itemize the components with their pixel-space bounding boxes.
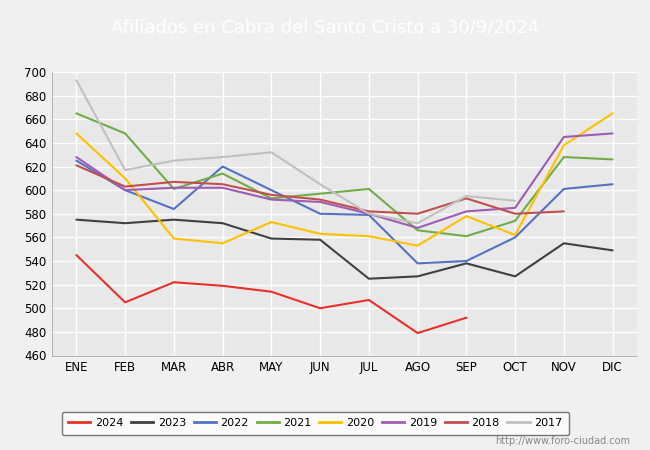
Text: Afiliados en Cabra del Santo Cristo a 30/9/2024: Afiliados en Cabra del Santo Cristo a 30… <box>111 18 539 36</box>
Text: http://www.foro-ciudad.com: http://www.foro-ciudad.com <box>495 436 630 446</box>
Legend: 2024, 2023, 2022, 2021, 2020, 2019, 2018, 2017: 2024, 2023, 2022, 2021, 2020, 2019, 2018… <box>62 412 569 435</box>
